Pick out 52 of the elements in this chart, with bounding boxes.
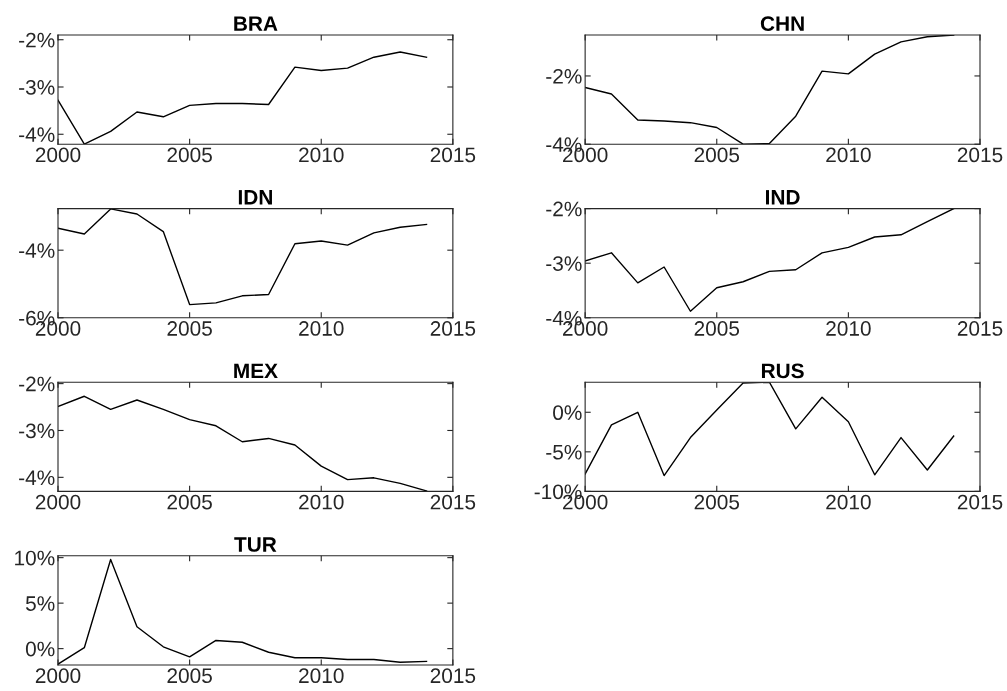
y-tick-label: -2%: [546, 201, 582, 217]
chart-title: TUR: [234, 537, 277, 552]
x-tick-label: 2000: [35, 494, 81, 510]
line-series: [58, 51, 428, 145]
y-tick-label: -5%: [546, 444, 582, 460]
x-tick-label: 2005: [694, 147, 740, 163]
x-tick-label: 2015: [430, 494, 476, 510]
chart-title: CHN: [760, 16, 804, 32]
chart-title: IDN: [238, 190, 272, 205]
line-series: [58, 208, 428, 306]
x-tick-label: 2005: [694, 494, 740, 510]
x-tick-label: 2015: [430, 147, 476, 163]
y-tick-label: -2%: [546, 68, 582, 84]
x-tick-label: 2010: [826, 147, 871, 163]
x-tick-label: 2005: [167, 147, 212, 163]
y-tick-label: -4%: [19, 470, 55, 486]
x-tick-label: 2015: [430, 668, 476, 684]
chart-title: BRA: [234, 16, 278, 31]
line-series: [58, 558, 428, 665]
x-tick-label: 2010: [299, 321, 344, 336]
x-tick-label: 2000: [35, 147, 81, 163]
chart-title: MEX: [234, 363, 278, 379]
y-tick-label: -3%: [19, 423, 55, 439]
y-tick-label: -3%: [19, 79, 55, 95]
x-tick-label: 2010: [299, 668, 344, 684]
x-tick-label: 2005: [167, 321, 212, 336]
x-tick-label: 2010: [299, 494, 344, 510]
x-tick-label: 2015: [957, 494, 1003, 510]
line-series: [58, 395, 428, 492]
chart-title: IND: [766, 190, 800, 205]
y-tick-label: -2%: [19, 376, 55, 392]
x-tick-label: 2015: [430, 321, 476, 336]
line-series: [585, 382, 955, 477]
y-tick-label: -4%: [19, 243, 55, 258]
line-series: [585, 208, 955, 312]
y-tick-label: 0%: [553, 405, 582, 421]
x-tick-label: 2000: [35, 668, 81, 684]
x-tick-label: 2005: [167, 668, 212, 684]
x-tick-label: 2015: [957, 321, 1003, 336]
x-tick-label: 2005: [694, 321, 740, 336]
x-tick-label: 2005: [167, 494, 212, 510]
x-tick-label: 2010: [826, 494, 871, 510]
y-tick-label: -4%: [19, 127, 55, 142]
x-tick-label: 2010: [826, 321, 871, 336]
y-tick-label: 10%: [15, 550, 55, 566]
x-tick-label: 2010: [299, 147, 344, 163]
chart-title: RUS: [761, 363, 804, 379]
y-tick-label: 5%: [25, 596, 55, 611]
y-tick-label: 0%: [25, 641, 55, 657]
y-tick-label: -2%: [19, 32, 55, 48]
x-tick-label: 2015: [957, 147, 1003, 163]
y-tick-label: -3%: [546, 256, 582, 271]
